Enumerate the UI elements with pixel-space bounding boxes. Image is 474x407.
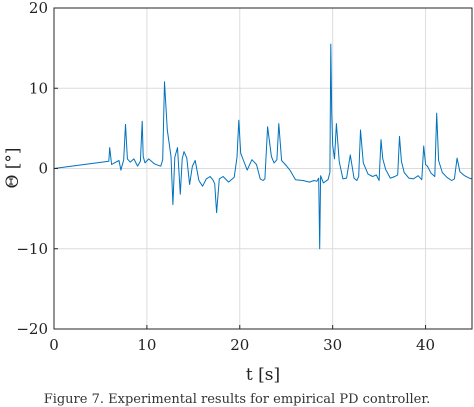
x-tick-label: 0 [49, 336, 59, 354]
y-axis-label: Θ [°] [3, 147, 23, 188]
y-tick-label: 20 [29, 0, 48, 17]
series-line [53, 43, 473, 250]
x-axis-label: t [s] [246, 365, 280, 385]
x-tick-label: 10 [137, 336, 156, 354]
x-tick-label: 30 [323, 336, 342, 354]
ticks: 0 10 20 30 40 −20 −10 0 10 20 [16, 0, 435, 354]
figure-caption: Figure 7. Experimental results for empir… [43, 392, 431, 407]
line-chart: 0 10 20 30 40 −20 −10 0 10 20 t [s] Θ [°] [3, 0, 473, 385]
y-tick-label: 10 [29, 79, 48, 97]
y-tick-label: −20 [16, 320, 48, 338]
y-tick-label: 0 [38, 160, 48, 178]
series-layer [53, 43, 473, 250]
x-tick-label: 40 [416, 336, 435, 354]
y-tick-label: −10 [16, 240, 48, 258]
x-tick-label: 20 [230, 336, 249, 354]
